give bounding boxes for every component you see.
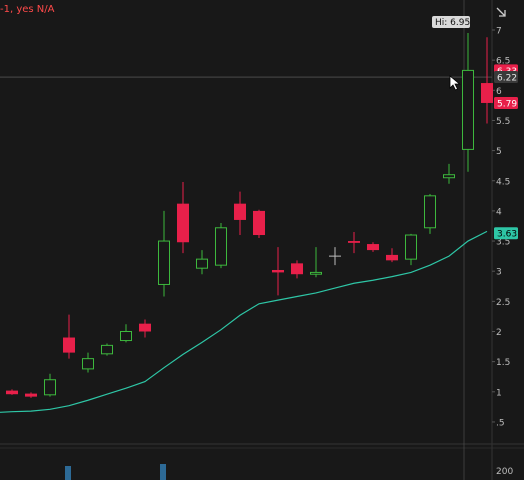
candle[interactable] — [348, 232, 360, 254]
candle[interactable] — [139, 319, 151, 338]
candle-body — [348, 241, 360, 243]
candle[interactable] — [25, 392, 37, 398]
candles-layer[interactable] — [6, 33, 493, 398]
y-tick-label: 2 — [496, 328, 502, 338]
candle[interactable] — [253, 209, 265, 239]
candle[interactable] — [234, 191, 246, 236]
y-tick-label: 3 — [496, 268, 502, 278]
price-label-tag — [494, 96, 518, 109]
high-label-text: Hi: 6.95 — [435, 18, 470, 28]
volume-axis-label: 200 — [496, 467, 513, 477]
price-label-text: 6.22 — [497, 74, 517, 84]
candle[interactable] — [443, 163, 455, 184]
candle-body — [367, 244, 379, 251]
y-tick-label: 2.5 — [496, 298, 510, 308]
study-label: -1, yes N/A — [0, 4, 55, 15]
candle[interactable] — [101, 343, 113, 356]
candle-body — [424, 195, 436, 229]
expand-chart-icon[interactable] — [496, 7, 506, 17]
candle-body — [6, 390, 18, 395]
candle[interactable] — [158, 210, 170, 297]
candle[interactable] — [196, 250, 208, 275]
candle-body — [63, 337, 75, 353]
candle-body — [462, 69, 474, 150]
candle[interactable] — [424, 194, 436, 234]
y-tick-label: 5 — [496, 147, 502, 157]
candle-body — [253, 210, 265, 236]
candle-body — [25, 393, 37, 397]
candle[interactable] — [462, 33, 474, 172]
moving-average-label-tag — [494, 227, 518, 240]
candle-body — [44, 379, 56, 396]
candle[interactable] — [215, 222, 227, 269]
volume-pane: 200 — [65, 464, 513, 480]
candle[interactable] — [405, 233, 417, 266]
y-tick-label: 5.5 — [496, 117, 510, 127]
candle-body — [405, 234, 417, 260]
candle[interactable] — [120, 324, 132, 343]
y-tick-label: 1.5 — [496, 358, 510, 368]
candle-body — [272, 269, 284, 273]
candle[interactable] — [63, 314, 75, 359]
moving-average-line — [0, 230, 488, 413]
y-tick-label: 1 — [496, 388, 502, 398]
candle[interactable] — [44, 373, 56, 397]
candle-body — [139, 323, 151, 332]
candle-body — [177, 203, 189, 243]
candle[interactable] — [291, 260, 303, 279]
y-tick-label: 6 — [496, 87, 502, 97]
candle-body — [82, 358, 94, 370]
candle[interactable] — [177, 181, 189, 254]
candle-body — [291, 263, 303, 275]
candle-body — [386, 254, 398, 261]
candle-body — [120, 331, 132, 342]
y-tick-label: 4 — [496, 207, 502, 217]
candle-body — [234, 203, 246, 220]
price-axis: .5 1 1.5 2 2.5 3 3.5 4 4.5 5 5.5 6 6.5 7 — [492, 27, 510, 428]
moving-average-label-text: 3.63 — [497, 230, 517, 240]
high-label-box — [432, 16, 470, 29]
candle[interactable] — [481, 37, 493, 124]
candle-body — [481, 83, 493, 103]
y-tick-label: 7 — [496, 27, 502, 37]
candle[interactable] — [6, 389, 18, 395]
candle[interactable] — [386, 248, 398, 263]
y-tick-label: 3.5 — [496, 238, 510, 248]
candle-body — [196, 258, 208, 269]
candle[interactable] — [272, 247, 284, 296]
volume-bar — [65, 466, 71, 480]
candle[interactable] — [82, 352, 94, 373]
mouse-pointer-icon — [449, 75, 461, 91]
candle[interactable] — [329, 247, 341, 266]
candle-body — [215, 227, 227, 266]
price-label-text: 5.79 — [497, 99, 517, 109]
y-tick-label: 4.5 — [496, 177, 510, 187]
volume-bar — [160, 464, 166, 480]
candle-body — [101, 344, 113, 355]
price-label-tag — [494, 71, 518, 84]
candle-body — [443, 174, 455, 179]
candle[interactable] — [310, 247, 322, 278]
candle-body — [310, 271, 322, 275]
moving-average-layer — [0, 230, 488, 413]
candle-body — [158, 240, 170, 285]
y-tick-label: 6.5 — [496, 57, 510, 67]
y-tick-label: .5 — [496, 418, 505, 428]
candle[interactable] — [367, 242, 379, 252]
